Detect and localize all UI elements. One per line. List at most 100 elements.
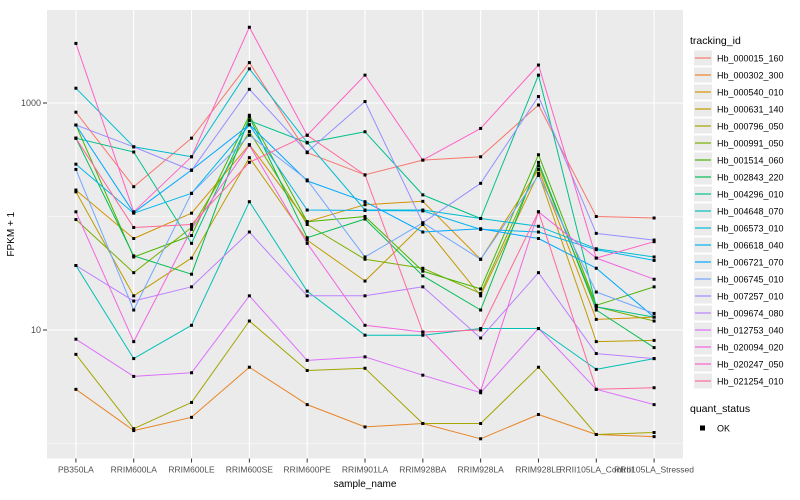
data-point <box>74 188 78 192</box>
data-point <box>652 338 656 342</box>
data-point <box>305 289 309 293</box>
data-point <box>421 333 425 337</box>
data-point <box>132 294 136 298</box>
x-tick-label: RRIM600LE <box>168 465 215 475</box>
data-point <box>479 181 483 185</box>
data-point <box>536 95 540 99</box>
data-point <box>479 308 483 312</box>
data-point <box>594 266 598 270</box>
data-point <box>421 330 425 334</box>
data-point <box>652 431 656 435</box>
legend-item-Hb_000631_140: Hb_000631_140 <box>717 105 784 115</box>
data-point <box>132 308 136 312</box>
data-point <box>190 234 194 238</box>
data-point <box>305 241 309 245</box>
data-point <box>190 227 194 231</box>
legend-quant-key-square <box>700 425 705 431</box>
x-tick-label: RRIM600SE <box>226 465 274 475</box>
data-point <box>536 230 540 234</box>
data-point <box>479 389 483 393</box>
data-point <box>536 153 540 157</box>
data-point <box>132 429 136 433</box>
data-point <box>247 130 251 134</box>
legend-item-Hb_006618_040: Hb_006618_040 <box>717 241 784 251</box>
data-point <box>305 133 309 137</box>
data-point <box>594 308 598 312</box>
data-point <box>305 150 309 154</box>
data-point <box>247 119 251 123</box>
data-point <box>247 160 251 164</box>
data-point <box>421 373 425 377</box>
data-point <box>132 225 136 229</box>
data-point <box>305 358 309 362</box>
data-point <box>594 317 598 321</box>
data-point <box>247 319 251 323</box>
data-point <box>74 167 78 171</box>
data-point <box>652 357 656 361</box>
data-point <box>132 340 136 344</box>
data-point <box>363 323 367 327</box>
data-point <box>247 25 251 29</box>
data-point <box>421 199 425 203</box>
data-point <box>652 285 656 289</box>
data-point <box>479 422 483 426</box>
data-point <box>363 425 367 429</box>
data-point <box>479 227 483 231</box>
data-point <box>190 285 194 289</box>
data-point <box>479 336 483 340</box>
data-point <box>479 328 483 332</box>
legend-item-Hb_007257_010: Hb_007257_010 <box>717 292 784 302</box>
data-point <box>421 193 425 197</box>
legend-item-Hb_004648_070: Hb_004648_070 <box>717 207 784 217</box>
data-point <box>190 400 194 404</box>
data-point <box>305 208 309 212</box>
data-point <box>363 200 367 204</box>
data-point <box>132 145 136 149</box>
y-tick-label: 10 <box>31 325 41 335</box>
data-point <box>247 200 251 204</box>
legend-item-Hb_020094_020: Hb_020094_020 <box>717 343 784 353</box>
data-point <box>363 130 367 134</box>
data-point <box>363 255 367 259</box>
data-point <box>479 257 483 261</box>
x-tick-label: RRIM928LE <box>515 465 562 475</box>
legend-item-Hb_021254_010: Hb_021254_010 <box>717 377 784 387</box>
data-point <box>74 86 78 90</box>
data-point <box>594 352 598 356</box>
data-point <box>132 299 136 303</box>
data-point <box>421 274 425 278</box>
data-point <box>652 346 656 350</box>
data-point <box>421 269 425 273</box>
x-tick-label: RRIM928BA <box>399 465 447 475</box>
legend-item-Hb_001514_060: Hb_001514_060 <box>717 156 784 166</box>
data-point <box>247 113 251 117</box>
data-point <box>74 264 78 268</box>
data-point <box>536 224 540 228</box>
data-point <box>363 217 367 221</box>
data-point <box>363 173 367 177</box>
data-point <box>363 73 367 77</box>
y-tick-label: 1000 <box>21 98 41 108</box>
data-point <box>421 209 425 213</box>
data-point <box>190 191 194 195</box>
data-point <box>132 150 136 154</box>
data-point <box>594 340 598 344</box>
x-tick-label: RRIM901LA <box>342 465 389 475</box>
data-point <box>536 173 540 177</box>
data-point <box>247 133 251 137</box>
legend-item-Hb_006721_070: Hb_006721_070 <box>717 258 784 268</box>
legend-item-quant-ok: OK <box>717 424 730 434</box>
data-point <box>305 178 309 182</box>
data-point <box>132 271 136 275</box>
data-point <box>594 248 598 252</box>
data-point <box>247 294 251 298</box>
data-point <box>421 285 425 289</box>
data-point <box>247 67 251 71</box>
data-point <box>190 256 194 260</box>
data-point <box>190 211 194 215</box>
data-point <box>132 357 136 361</box>
legend-item-Hb_006573_010: Hb_006573_010 <box>717 224 784 234</box>
data-point <box>132 236 136 240</box>
data-point <box>479 126 483 130</box>
